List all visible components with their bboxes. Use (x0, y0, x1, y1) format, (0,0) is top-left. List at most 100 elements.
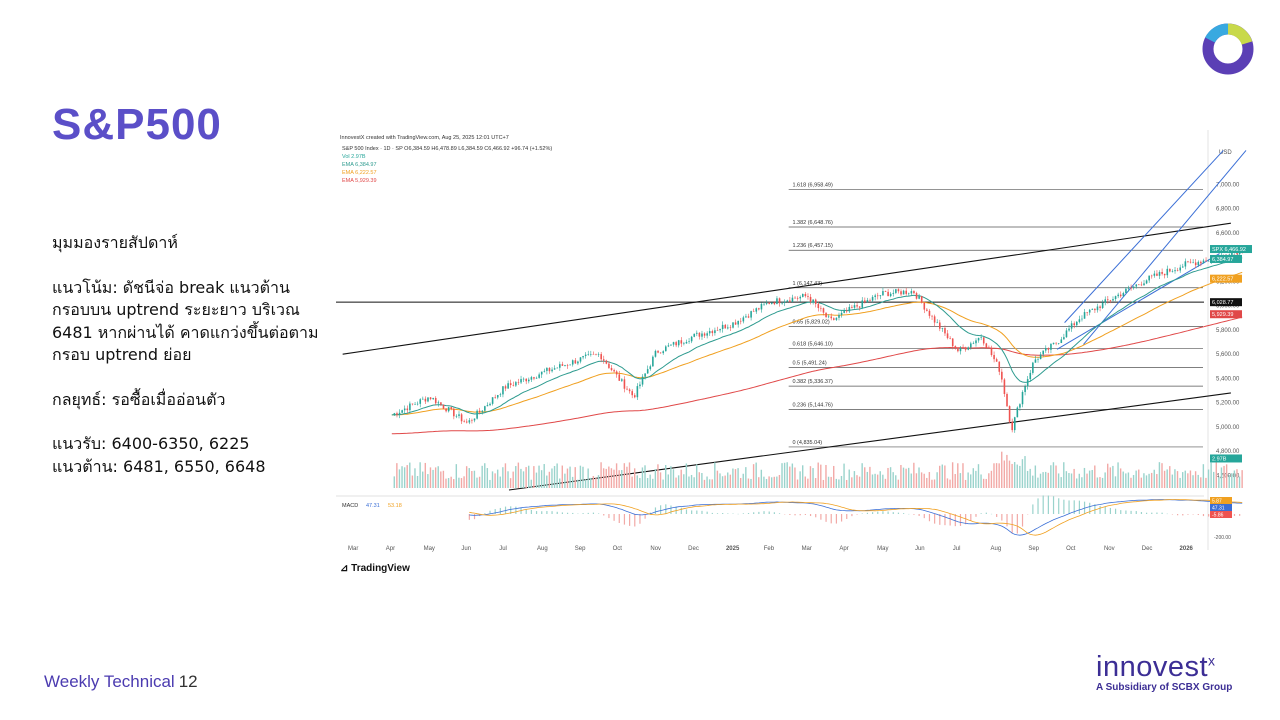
volume-bar (1029, 468, 1031, 488)
volume-bar (988, 473, 990, 488)
candle-body (406, 408, 409, 411)
x-tick-label: Sep (1028, 546, 1039, 552)
candle-body (416, 403, 419, 405)
candle-body (796, 298, 799, 299)
volume-bar (450, 476, 452, 488)
candle-body (833, 318, 835, 320)
candle-body (1013, 417, 1016, 431)
macd-histogram-bar (928, 514, 931, 522)
x-tick-label: May (877, 546, 888, 552)
candle-body (577, 361, 579, 364)
volume-bar (569, 466, 571, 488)
macd-histogram-bar (996, 514, 998, 517)
candle-body (1161, 272, 1163, 274)
candle-body (662, 351, 665, 354)
volume-bar (871, 474, 874, 488)
volume-bar (853, 471, 856, 488)
candle-body (525, 378, 528, 382)
candle-body (672, 342, 675, 345)
volume-bar (1127, 472, 1130, 488)
volume-bar (509, 478, 512, 488)
volume-bar (745, 467, 747, 488)
candle-body (1132, 286, 1135, 288)
candle-body (745, 316, 747, 318)
macd-histogram-bar (1047, 495, 1049, 514)
volume-bar (1109, 467, 1112, 488)
candle-body (1039, 354, 1042, 360)
volume-bar (1179, 477, 1181, 488)
candle-body (1189, 261, 1192, 263)
volume-bar (742, 473, 744, 488)
resistance-text: แนวต้าน: 6481, 6550, 6648 (52, 456, 266, 476)
candle-body (1076, 321, 1078, 326)
macd-histogram-bar (944, 514, 946, 526)
volume-bar (481, 465, 483, 488)
candle-body (951, 338, 954, 347)
candle-body (944, 328, 946, 334)
candle-body (982, 337, 985, 344)
volume-bar (902, 467, 905, 488)
macd-histogram-bar (499, 507, 501, 514)
volume-bar (758, 477, 760, 488)
volume-bar (760, 469, 763, 488)
brand-subtitle: A Subsidiary of SCBX Group (1096, 682, 1233, 693)
candle-body (626, 388, 628, 390)
volume-bar (876, 474, 879, 488)
candle-body (889, 293, 892, 297)
volume-bar (406, 465, 408, 488)
tradingview-brand: ⊿ TradingView (340, 563, 410, 574)
candle-body (876, 295, 879, 297)
volume-bar (796, 479, 799, 488)
macd-histogram-bar (882, 511, 884, 514)
candle-body (897, 289, 900, 292)
candle-body (714, 330, 716, 334)
candle-body (582, 356, 584, 358)
macd-histogram-bar (830, 514, 832, 524)
fib-level-label: 0.618 (5,646.10) (792, 342, 833, 348)
volume-bar (1119, 468, 1122, 488)
candle-body (861, 300, 864, 308)
candle-body (463, 421, 465, 422)
candle-body (1037, 359, 1039, 360)
price-tag-label: 5,929.39 (1212, 312, 1233, 318)
macd-histogram-bar (871, 512, 874, 514)
volume-bar (1140, 477, 1143, 488)
volume-bar (403, 467, 406, 488)
candle-body (970, 343, 972, 348)
candle-body (465, 421, 468, 423)
candle-body (809, 296, 812, 302)
macd-histogram-bar (1145, 512, 1148, 514)
chart-background (336, 130, 1254, 582)
candle-body (502, 386, 504, 395)
volume-bar (765, 478, 768, 488)
weekly-view-heading: มุมมองรายสัปดาห์ (52, 233, 178, 252)
volume-bar (633, 468, 636, 488)
volume-bar (1101, 477, 1104, 488)
fib-level-label: 0.5 (5,491.24) (792, 360, 826, 366)
brand-name: innovestx (1096, 651, 1216, 683)
macd-signal-value: 53.18 (388, 503, 402, 509)
candle-body (515, 382, 517, 386)
candle-body (646, 369, 649, 374)
macd-histogram-bar (691, 510, 693, 514)
candle-body (1117, 294, 1119, 297)
volume-bar (579, 465, 582, 488)
candle-body (429, 397, 432, 400)
candle-body (1140, 284, 1143, 286)
candle-body (814, 299, 817, 305)
volume-bar (833, 465, 835, 488)
volume-bar (982, 478, 985, 488)
volume-bar (608, 466, 610, 488)
candle-body (1194, 262, 1197, 266)
volume-bar (698, 472, 701, 488)
volume-bar (551, 468, 553, 488)
candle-body (556, 367, 559, 369)
candle-body (1127, 287, 1130, 289)
volume-bar (714, 462, 716, 488)
volume-bar (1143, 473, 1145, 488)
volume-bar (587, 468, 589, 488)
volume-bar (858, 476, 861, 488)
volume-bar (649, 474, 651, 488)
volume-bar (1039, 473, 1042, 488)
volume-bar (861, 463, 863, 488)
